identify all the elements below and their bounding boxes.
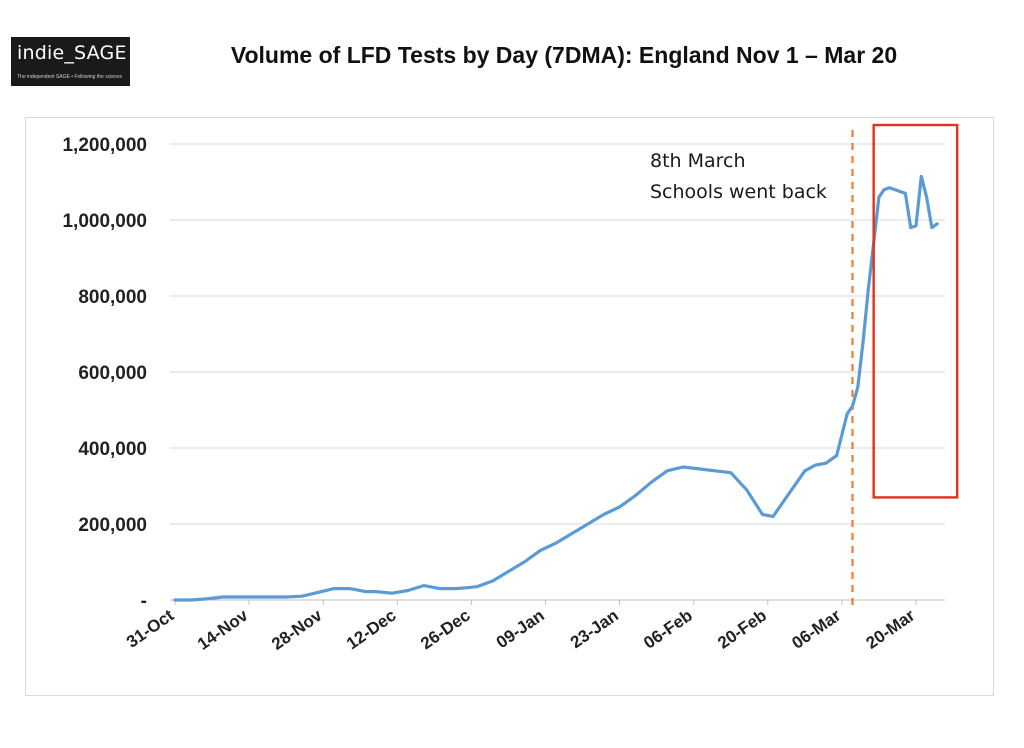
indie-sage-logo: indie_SAGE The independent SAGE • Follow…	[11, 37, 130, 86]
chart-frame	[25, 117, 994, 696]
annotation-text: 8th March	[650, 150, 746, 172]
x-tick-label: 28-Nov	[268, 605, 326, 653]
y-tick-label: -	[141, 591, 147, 612]
y-tick-label: 1,200,000	[62, 135, 147, 156]
x-tick-label: 14-Nov	[194, 605, 252, 653]
lfd-tests-series-line	[173, 174, 939, 602]
x-tick-label: 31-Oct	[123, 606, 178, 652]
y-tick-label: 600,000	[78, 363, 147, 384]
x-tick-label: 26-Dec	[417, 606, 474, 654]
y-tick-label: 400,000	[78, 439, 147, 460]
y-tick-label: 800,000	[78, 287, 147, 308]
logo-tagline: The independent SAGE • Following the sci…	[17, 74, 123, 80]
x-tick-label: 20-Mar	[862, 605, 918, 652]
x-tick-label: 12-Dec	[343, 606, 400, 654]
highlight-box	[872, 123, 959, 499]
chart-title: Volume of LFD Tests by Day (7DMA): Engla…	[230, 42, 898, 68]
y-tick-label: 200,000	[78, 515, 147, 536]
x-tick-label: 06-Mar	[788, 605, 844, 652]
y-tick-label: 1,000,000	[62, 211, 147, 232]
logo-text: indie_SAGE	[17, 42, 127, 64]
x-tick-label: 09-Jan	[493, 606, 548, 652]
x-tick-label: 20-Feb	[714, 606, 770, 653]
x-tick-label: 06-Feb	[640, 606, 696, 653]
x-tick-label: 23-Jan	[567, 606, 622, 652]
annotation-text: Schools went back	[650, 181, 827, 203]
